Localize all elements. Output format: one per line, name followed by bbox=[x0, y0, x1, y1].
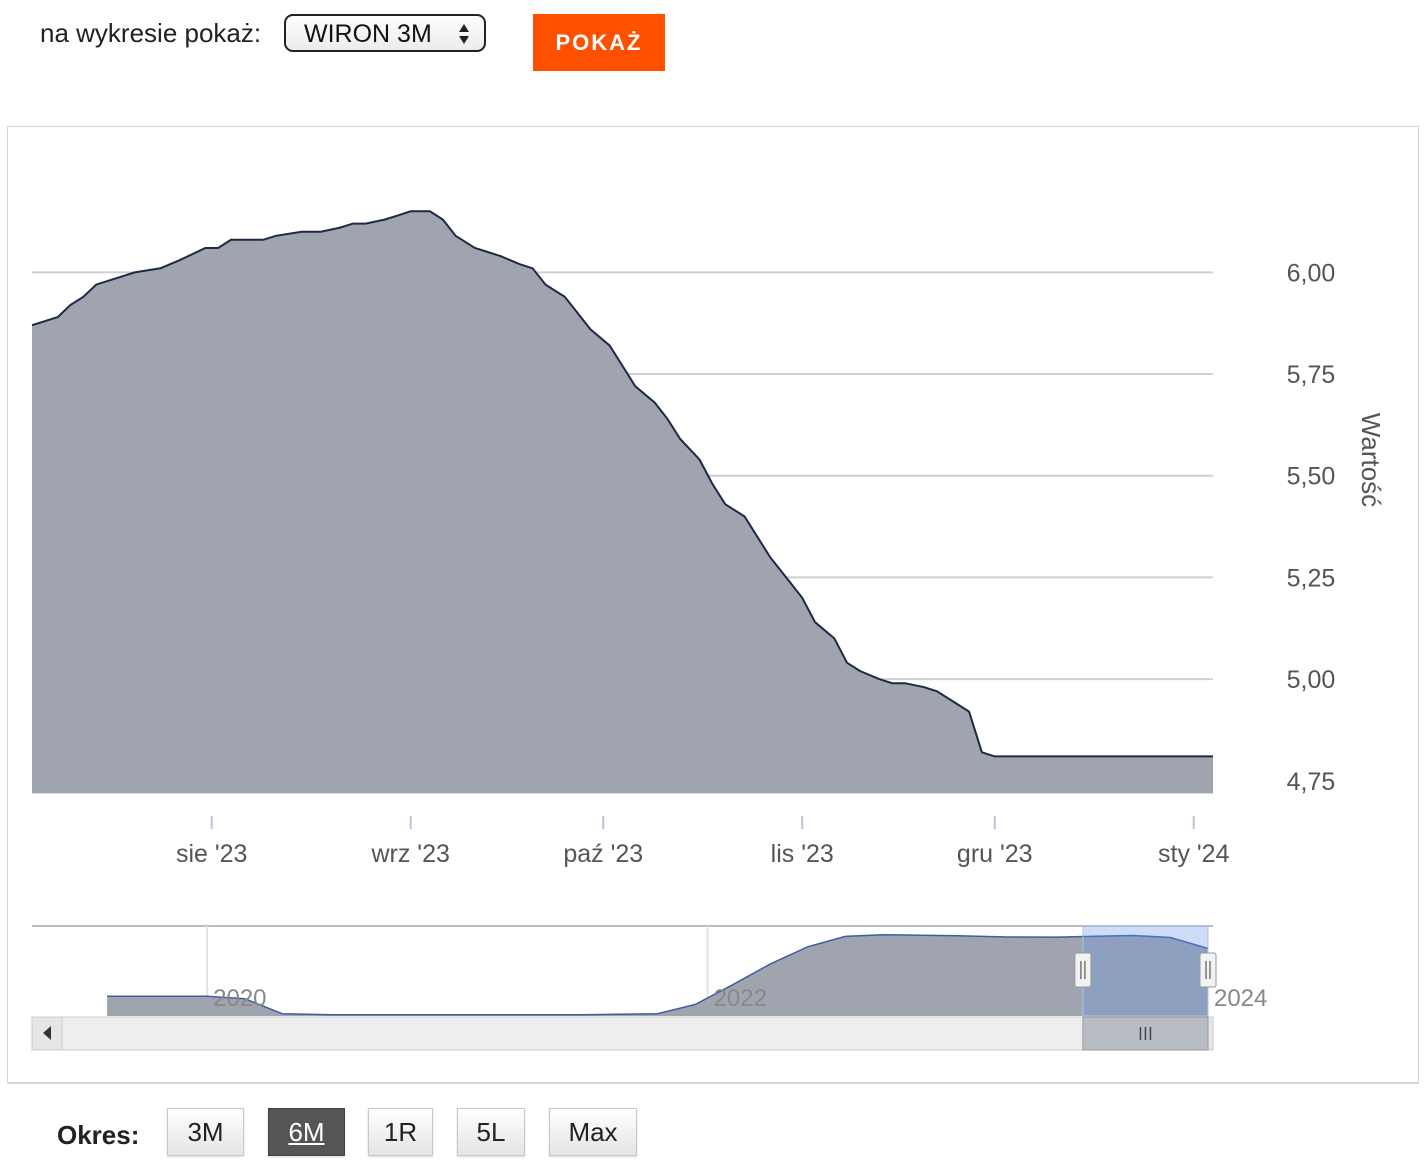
x-tick-label: wrz '23 bbox=[370, 840, 449, 868]
period-button-max[interactable]: Max bbox=[549, 1108, 637, 1156]
navigator-handle[interactable] bbox=[1199, 952, 1217, 988]
scrollbar-thumb[interactable] bbox=[1082, 1016, 1209, 1051]
top-controls: na wykresie pokaż: WIRON 3M POKAŻ bbox=[0, 0, 1424, 90]
navigator-area-fill bbox=[107, 934, 1209, 1016]
y-tick-label: 4,75 bbox=[1287, 768, 1336, 796]
navigator-gridlines bbox=[206, 926, 709, 1016]
index-select[interactable]: WIRON 3M bbox=[284, 14, 486, 52]
area-series-line bbox=[31, 210, 1213, 758]
y-axis-title: Wartość bbox=[1356, 413, 1386, 507]
arrow-left-icon bbox=[43, 1026, 51, 1040]
select-arrows-icon bbox=[459, 24, 469, 44]
navigator-area-line bbox=[107, 933, 1209, 1016]
y-axis-ticks: 6,00 5,75 5,50 5,25 5,00 4,75 bbox=[1287, 259, 1336, 795]
navigator-handles[interactable] bbox=[1074, 952, 1217, 988]
y-tick-label: 5,75 bbox=[1287, 361, 1336, 389]
area-series-fill bbox=[32, 211, 1213, 794]
y-tick-label: 6,00 bbox=[1287, 259, 1336, 287]
y-tick-label: 5,25 bbox=[1287, 564, 1336, 592]
navigator-year-label: 2024 bbox=[1214, 985, 1267, 1012]
show-button[interactable]: POKAŻ bbox=[533, 14, 665, 71]
x-tick-label: sie '23 bbox=[176, 840, 247, 868]
period-button-1r[interactable]: 1R bbox=[368, 1108, 433, 1156]
x-tick-label: paź '23 bbox=[563, 840, 643, 868]
navigator-year-labels: 2020 2022 2024 bbox=[213, 985, 1267, 1012]
navigator-year-label: 2020 bbox=[213, 985, 266, 1012]
y-tick-label: 5,50 bbox=[1287, 463, 1336, 491]
chart-svg: 6,00 5,75 5,50 5,25 5,00 4,75 Wartość sie '23… bbox=[31, 210, 1386, 1051]
chart-container bbox=[7, 126, 1419, 1084]
index-select-value: WIRON 3M bbox=[304, 20, 432, 48]
navigator-selection[interactable] bbox=[1082, 925, 1209, 1017]
period-label: Okres: bbox=[57, 1120, 140, 1150]
scrollbar-track[interactable] bbox=[31, 1016, 1214, 1051]
y-tick-label: 5,00 bbox=[1287, 666, 1336, 694]
scrollbar-left-button[interactable] bbox=[31, 1016, 63, 1051]
show-on-chart-label: na wykresie pokaż: bbox=[40, 18, 262, 48]
x-tick-label: sty '24 bbox=[1158, 840, 1230, 868]
period-button-6m[interactable]: 6M bbox=[268, 1108, 345, 1156]
x-tick-label: gru '23 bbox=[957, 840, 1033, 868]
period-button-3m[interactable]: 3M bbox=[167, 1108, 244, 1156]
navigator-handle[interactable] bbox=[1074, 952, 1092, 988]
period-selector: Okres: 3M 6M 1R 5L Max bbox=[0, 1090, 1424, 1176]
x-axis-ticks: sie '23 wrz '23 paź '23 lis '23 gru '23 sty '… bbox=[176, 816, 1230, 868]
period-button-5l[interactable]: 5L bbox=[457, 1108, 525, 1156]
x-tick-label: lis '23 bbox=[771, 840, 834, 868]
navigator-year-label: 2022 bbox=[714, 985, 767, 1012]
